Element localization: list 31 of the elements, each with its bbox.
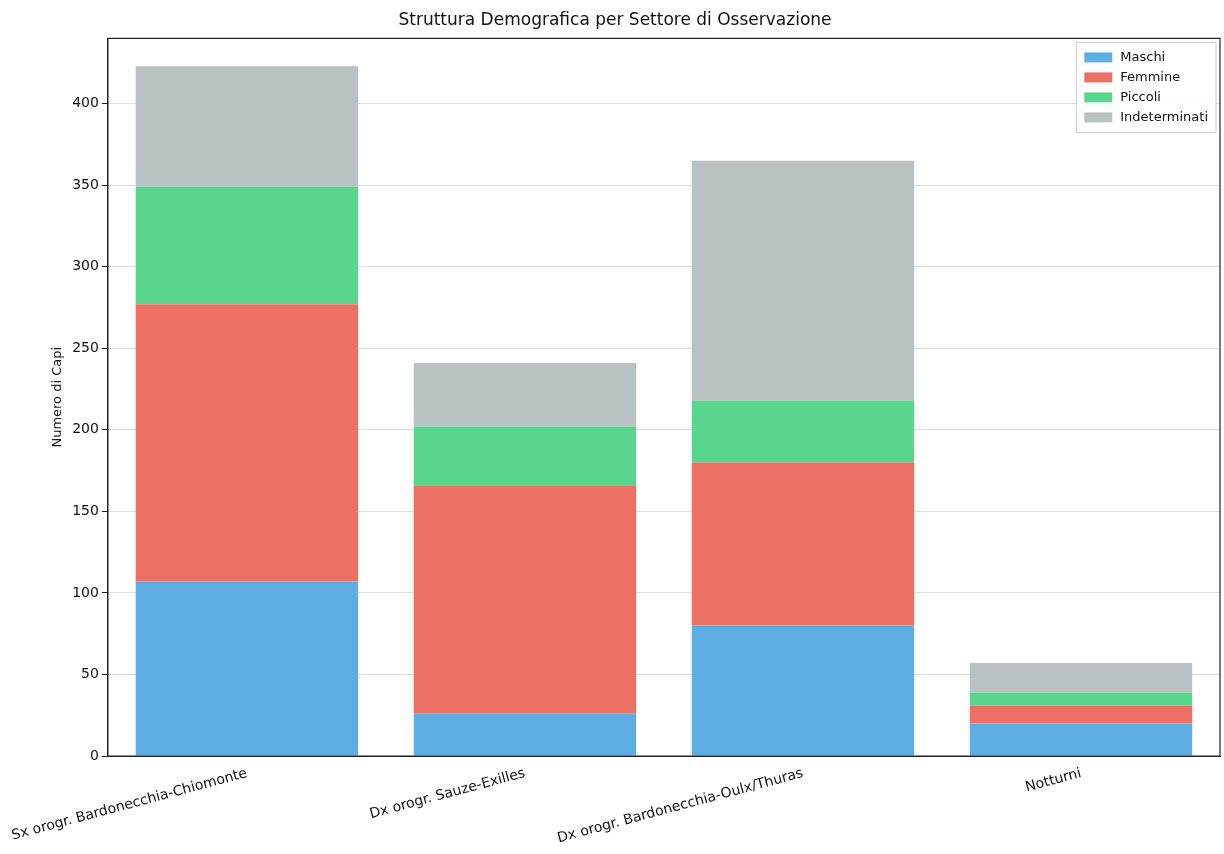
y-tick-label: 200	[72, 420, 99, 437]
bar	[135, 186, 359, 305]
bar	[969, 705, 1193, 724]
bar	[691, 400, 915, 463]
y-axis-title: Numero di Capi	[48, 346, 64, 448]
bar	[969, 663, 1193, 693]
bar	[135, 66, 359, 187]
chart-title: Struttura Demografica per Settore di Osservazione	[398, 8, 832, 29]
legend-label: Femmine	[1120, 68, 1181, 84]
bar	[969, 692, 1193, 706]
bar	[135, 304, 359, 582]
y-tick-label: 150	[72, 502, 99, 519]
y-tick-label: 0	[89, 746, 99, 763]
y-tick-label: 400	[72, 94, 99, 111]
y-tick-label: 300	[72, 257, 99, 274]
legend-label: Piccoli	[1120, 88, 1161, 104]
bar	[691, 462, 915, 626]
legend-label: Indeterminati	[1120, 108, 1209, 124]
bar	[413, 713, 637, 756]
bar	[135, 581, 359, 756]
bar	[691, 160, 915, 401]
bar	[413, 485, 637, 714]
y-tick-label: 50	[81, 665, 99, 682]
bar	[691, 625, 915, 756]
bar	[413, 426, 637, 486]
bar	[413, 362, 637, 427]
y-tick-label: 100	[72, 583, 99, 600]
bar	[969, 723, 1193, 756]
y-tick-label: 250	[72, 338, 99, 355]
y-tick-label: 350	[72, 175, 99, 192]
legend-label: Maschi	[1120, 48, 1166, 64]
